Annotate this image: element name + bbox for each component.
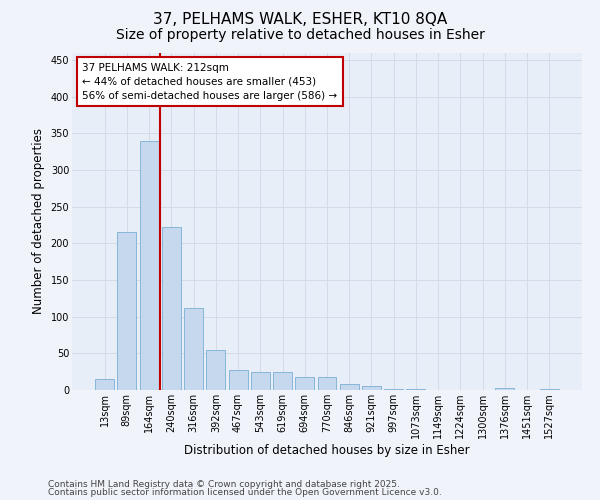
Bar [295, 377, 314, 390]
Bar [118, 232, 136, 390]
Bar [95, 379, 114, 390]
Y-axis label: Number of detached properties: Number of detached properties [32, 128, 45, 314]
Bar [184, 308, 203, 390]
Text: Contains public sector information licensed under the Open Government Licence v3: Contains public sector information licen… [48, 488, 442, 497]
Bar [362, 386, 381, 390]
Bar [140, 140, 158, 390]
Text: Contains HM Land Registry data © Crown copyright and database right 2025.: Contains HM Land Registry data © Crown c… [48, 480, 400, 489]
Bar [384, 388, 403, 390]
Bar [540, 388, 559, 390]
Text: 37 PELHAMS WALK: 212sqm
← 44% of detached houses are smaller (453)
56% of semi-d: 37 PELHAMS WALK: 212sqm ← 44% of detache… [82, 62, 337, 100]
X-axis label: Distribution of detached houses by size in Esher: Distribution of detached houses by size … [184, 444, 470, 457]
Bar [273, 372, 292, 390]
Bar [340, 384, 359, 390]
Text: Size of property relative to detached houses in Esher: Size of property relative to detached ho… [116, 28, 484, 42]
Bar [162, 227, 181, 390]
Bar [251, 372, 270, 390]
Bar [496, 388, 514, 390]
Text: 37, PELHAMS WALK, ESHER, KT10 8QA: 37, PELHAMS WALK, ESHER, KT10 8QA [153, 12, 447, 28]
Bar [206, 350, 225, 390]
Bar [317, 377, 337, 390]
Bar [229, 370, 248, 390]
